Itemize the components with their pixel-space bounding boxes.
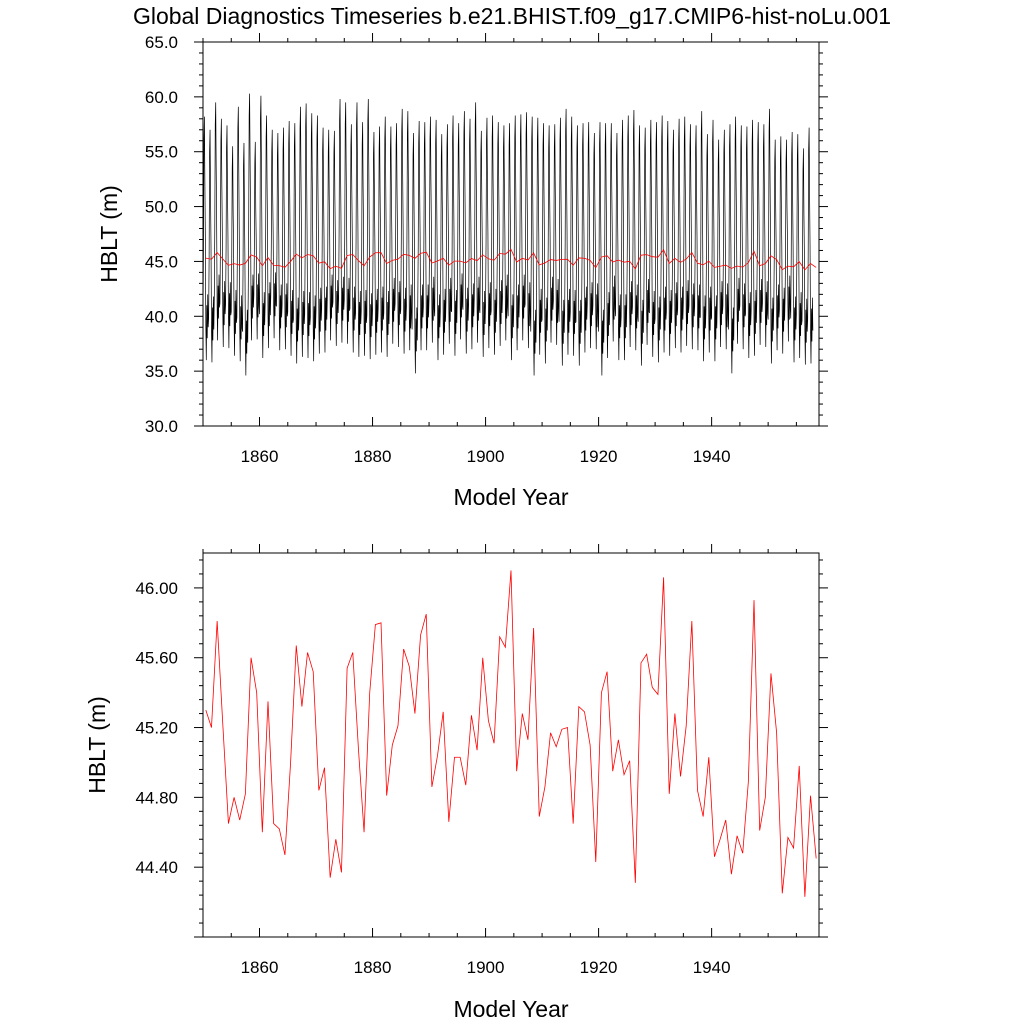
y-tick-label: 45.20 xyxy=(135,719,178,738)
x-tick-label: 1880 xyxy=(354,958,392,977)
x-tick-label: 1900 xyxy=(467,447,505,466)
top-y-axis-label: HBLT (m) xyxy=(96,185,122,283)
y-tick-label: 60.0 xyxy=(145,88,178,107)
y-tick-label: 45.0 xyxy=(145,252,178,271)
x-tick-label: 1860 xyxy=(241,958,279,977)
y-tick-label: 45.60 xyxy=(135,649,178,668)
x-tick-label: 1940 xyxy=(693,447,731,466)
y-tick-label: 55.0 xyxy=(145,143,178,162)
bottom-y-axis-label: HBLT (m) xyxy=(84,696,110,794)
annual-mean-series-line xyxy=(205,248,817,271)
x-tick-label: 1900 xyxy=(467,958,505,977)
x-tick-label: 1920 xyxy=(580,958,618,977)
top-plot-area xyxy=(202,93,817,376)
y-tick-label: 46.00 xyxy=(135,579,178,598)
x-tick-label: 1940 xyxy=(693,958,731,977)
y-tick-label: 44.40 xyxy=(135,858,178,877)
bottom-panel: 1860 1880 1900 1920 1940 44.40 44.80 45.20 45.60… xyxy=(84,544,828,1022)
annual-mean-series-line xyxy=(205,570,817,897)
bottom-axis-ticks xyxy=(194,544,828,938)
bottom-x-axis-label: Model Year xyxy=(453,996,568,1022)
y-tick-label: 65.0 xyxy=(145,33,178,52)
figure-title: Global Diagnostics Timeseries b.e21.BHIS… xyxy=(133,3,891,29)
top-x-axis-label: Model Year xyxy=(453,484,568,510)
x-tick-label: 1920 xyxy=(580,447,618,466)
top-plot-frame xyxy=(202,41,820,427)
x-tick-label: 1860 xyxy=(241,447,279,466)
top-panel: 1860 1880 1900 1920 1940 30.0 35.0 40.0 45.0 50.0… xyxy=(96,33,828,510)
y-tick-label: 35.0 xyxy=(145,362,178,381)
top-axis-ticks xyxy=(194,33,828,427)
y-tick-label: 50.0 xyxy=(145,198,178,217)
x-tick-label: 1880 xyxy=(354,447,392,466)
y-tick-label: 44.80 xyxy=(135,788,178,807)
bottom-plot-frame xyxy=(202,552,820,938)
bottom-tick-labels: 1860 1880 1900 1920 1940 44.40 44.80 45.20 45.60… xyxy=(135,579,730,977)
y-tick-label: 40.0 xyxy=(145,307,178,326)
top-tick-labels: 1860 1880 1900 1920 1940 30.0 35.0 40.0 45.0 50.0… xyxy=(145,33,731,466)
y-tick-label: 30.0 xyxy=(145,417,178,436)
bottom-plot-area xyxy=(205,570,817,897)
monthly-series-line xyxy=(202,93,814,376)
